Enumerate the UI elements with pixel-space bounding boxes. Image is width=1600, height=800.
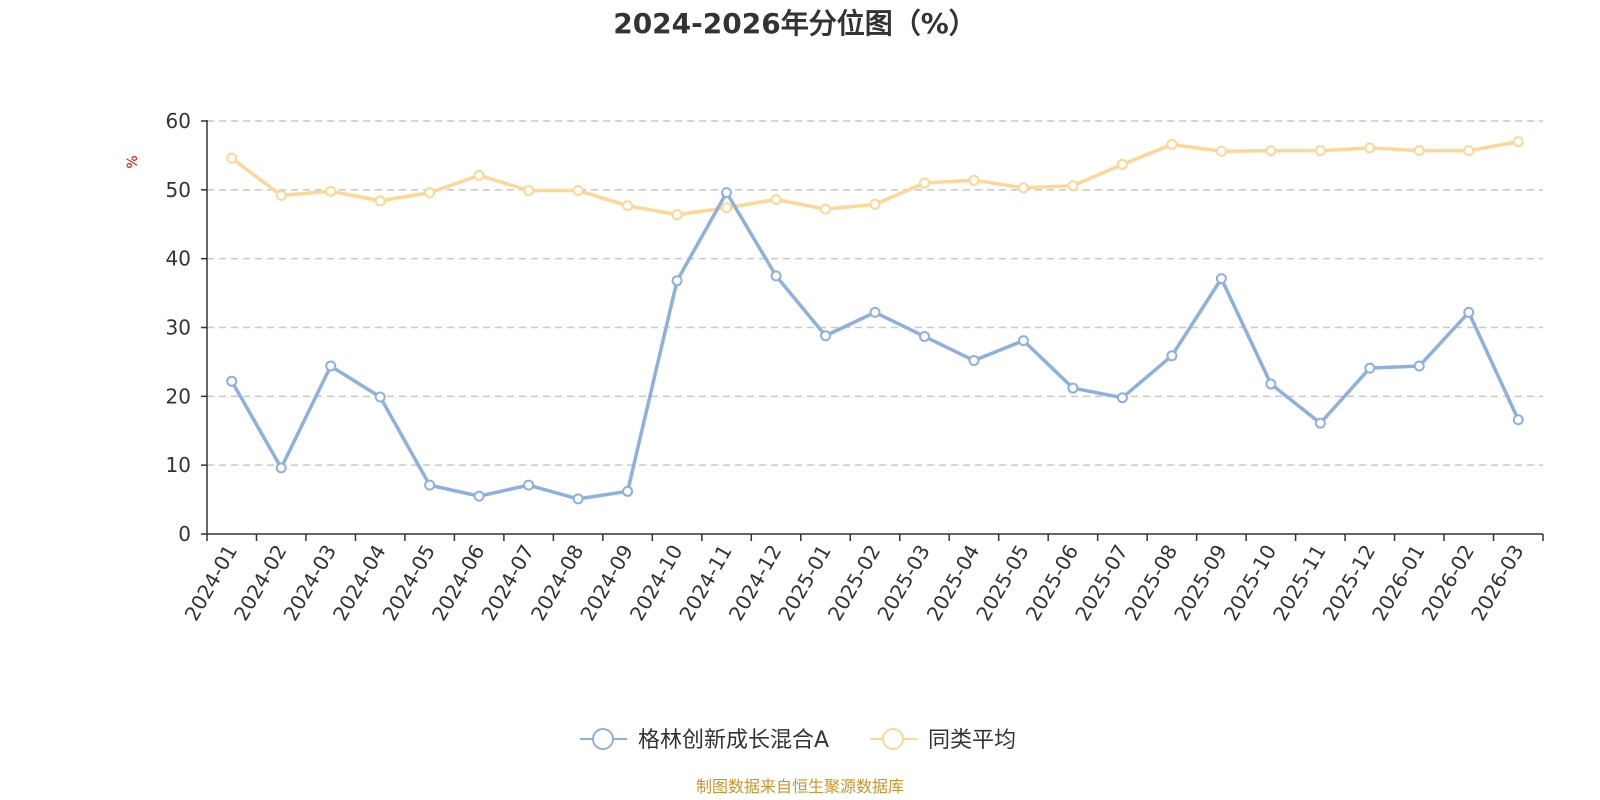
data-point[interactable] (374, 195, 386, 207)
data-point[interactable] (1314, 145, 1326, 157)
data-point[interactable] (325, 360, 337, 372)
data-point[interactable] (1463, 145, 1475, 157)
data-point[interactable] (374, 391, 386, 403)
data-point[interactable] (1215, 273, 1227, 285)
data-point[interactable] (1413, 145, 1425, 157)
data-point[interactable] (770, 193, 782, 205)
y-tick-label: 0 (178, 522, 191, 546)
data-point[interactable] (1067, 180, 1079, 192)
data-point[interactable] (572, 185, 584, 197)
data-point[interactable] (1314, 417, 1326, 429)
data-point[interactable] (1265, 378, 1277, 390)
data-point[interactable] (968, 355, 980, 367)
data-point[interactable] (869, 306, 881, 318)
data-point[interactable] (869, 198, 881, 210)
data-point[interactable] (671, 209, 683, 221)
data-point[interactable] (523, 185, 535, 197)
data-point[interactable] (721, 202, 733, 214)
data-point[interactable] (473, 490, 485, 502)
data-point[interactable] (1364, 362, 1376, 374)
series-line (229, 190, 1521, 501)
data-point[interactable] (424, 479, 436, 491)
data-point[interactable] (523, 479, 535, 491)
x-axis: 2024-012024-022024-032024-042024-052024-… (179, 533, 1544, 625)
y-tick-label: 20 (166, 384, 191, 408)
y-tick-label: 10 (166, 453, 191, 477)
data-source-note: 制图数据来自恒生聚源数据库 (696, 777, 904, 796)
data-point[interactable] (622, 200, 634, 212)
data-point[interactable] (622, 485, 634, 497)
data-point[interactable] (671, 275, 683, 287)
data-point[interactable] (473, 169, 485, 181)
data-point[interactable] (1067, 382, 1079, 394)
data-point[interactable] (275, 462, 287, 474)
data-point[interactable] (820, 203, 832, 215)
y-tick-label: 30 (166, 316, 191, 340)
data-point[interactable] (1265, 145, 1277, 157)
data-point[interactable] (1364, 142, 1376, 154)
y-tick-label: 60 (166, 109, 191, 133)
data-point[interactable] (226, 375, 238, 387)
series-fund (226, 187, 1524, 505)
data-point[interactable] (918, 177, 930, 189)
series-layer (226, 136, 1524, 505)
legend-item-fund[interactable]: 格林创新成长混合A (580, 728, 829, 753)
data-point[interactable] (1166, 138, 1178, 150)
data-point[interactable] (1512, 136, 1524, 148)
data-point[interactable] (275, 189, 287, 201)
data-point[interactable] (1413, 360, 1425, 372)
series-peer-average (226, 136, 1524, 221)
data-point[interactable] (226, 152, 238, 164)
data-point[interactable] (1017, 182, 1029, 194)
y-tick-label: 40 (166, 247, 191, 271)
data-point[interactable] (1017, 335, 1029, 347)
data-point[interactable] (325, 185, 337, 197)
legend-label-peer-average: 同类平均 (928, 728, 1016, 753)
data-point[interactable] (1116, 158, 1128, 170)
y-axis-unit: % (125, 155, 141, 168)
data-point[interactable] (424, 187, 436, 199)
legend[interactable]: 格林创新成长混合A 同类平均 (580, 728, 1016, 753)
grid-lines (207, 120, 1543, 466)
data-point[interactable] (820, 330, 832, 342)
data-point[interactable] (918, 330, 930, 342)
legend-label-fund: 格林创新成长混合A (638, 728, 829, 753)
data-point[interactable] (770, 270, 782, 282)
data-point[interactable] (1512, 414, 1524, 426)
data-point[interactable] (721, 187, 733, 199)
y-tick-label: 50 (166, 178, 191, 202)
data-point[interactable] (1166, 350, 1178, 362)
chart-title: 2024-2026年分位图（%） (613, 7, 977, 40)
data-point[interactable] (968, 174, 980, 186)
data-point[interactable] (1215, 145, 1227, 157)
legend-item-peer-average[interactable]: 同类平均 (870, 728, 1016, 753)
data-point[interactable] (572, 493, 584, 505)
y-axis: 0 10 20 30 40 50 60 (166, 109, 208, 546)
data-point[interactable] (1463, 306, 1475, 318)
data-point[interactable] (1116, 392, 1128, 404)
